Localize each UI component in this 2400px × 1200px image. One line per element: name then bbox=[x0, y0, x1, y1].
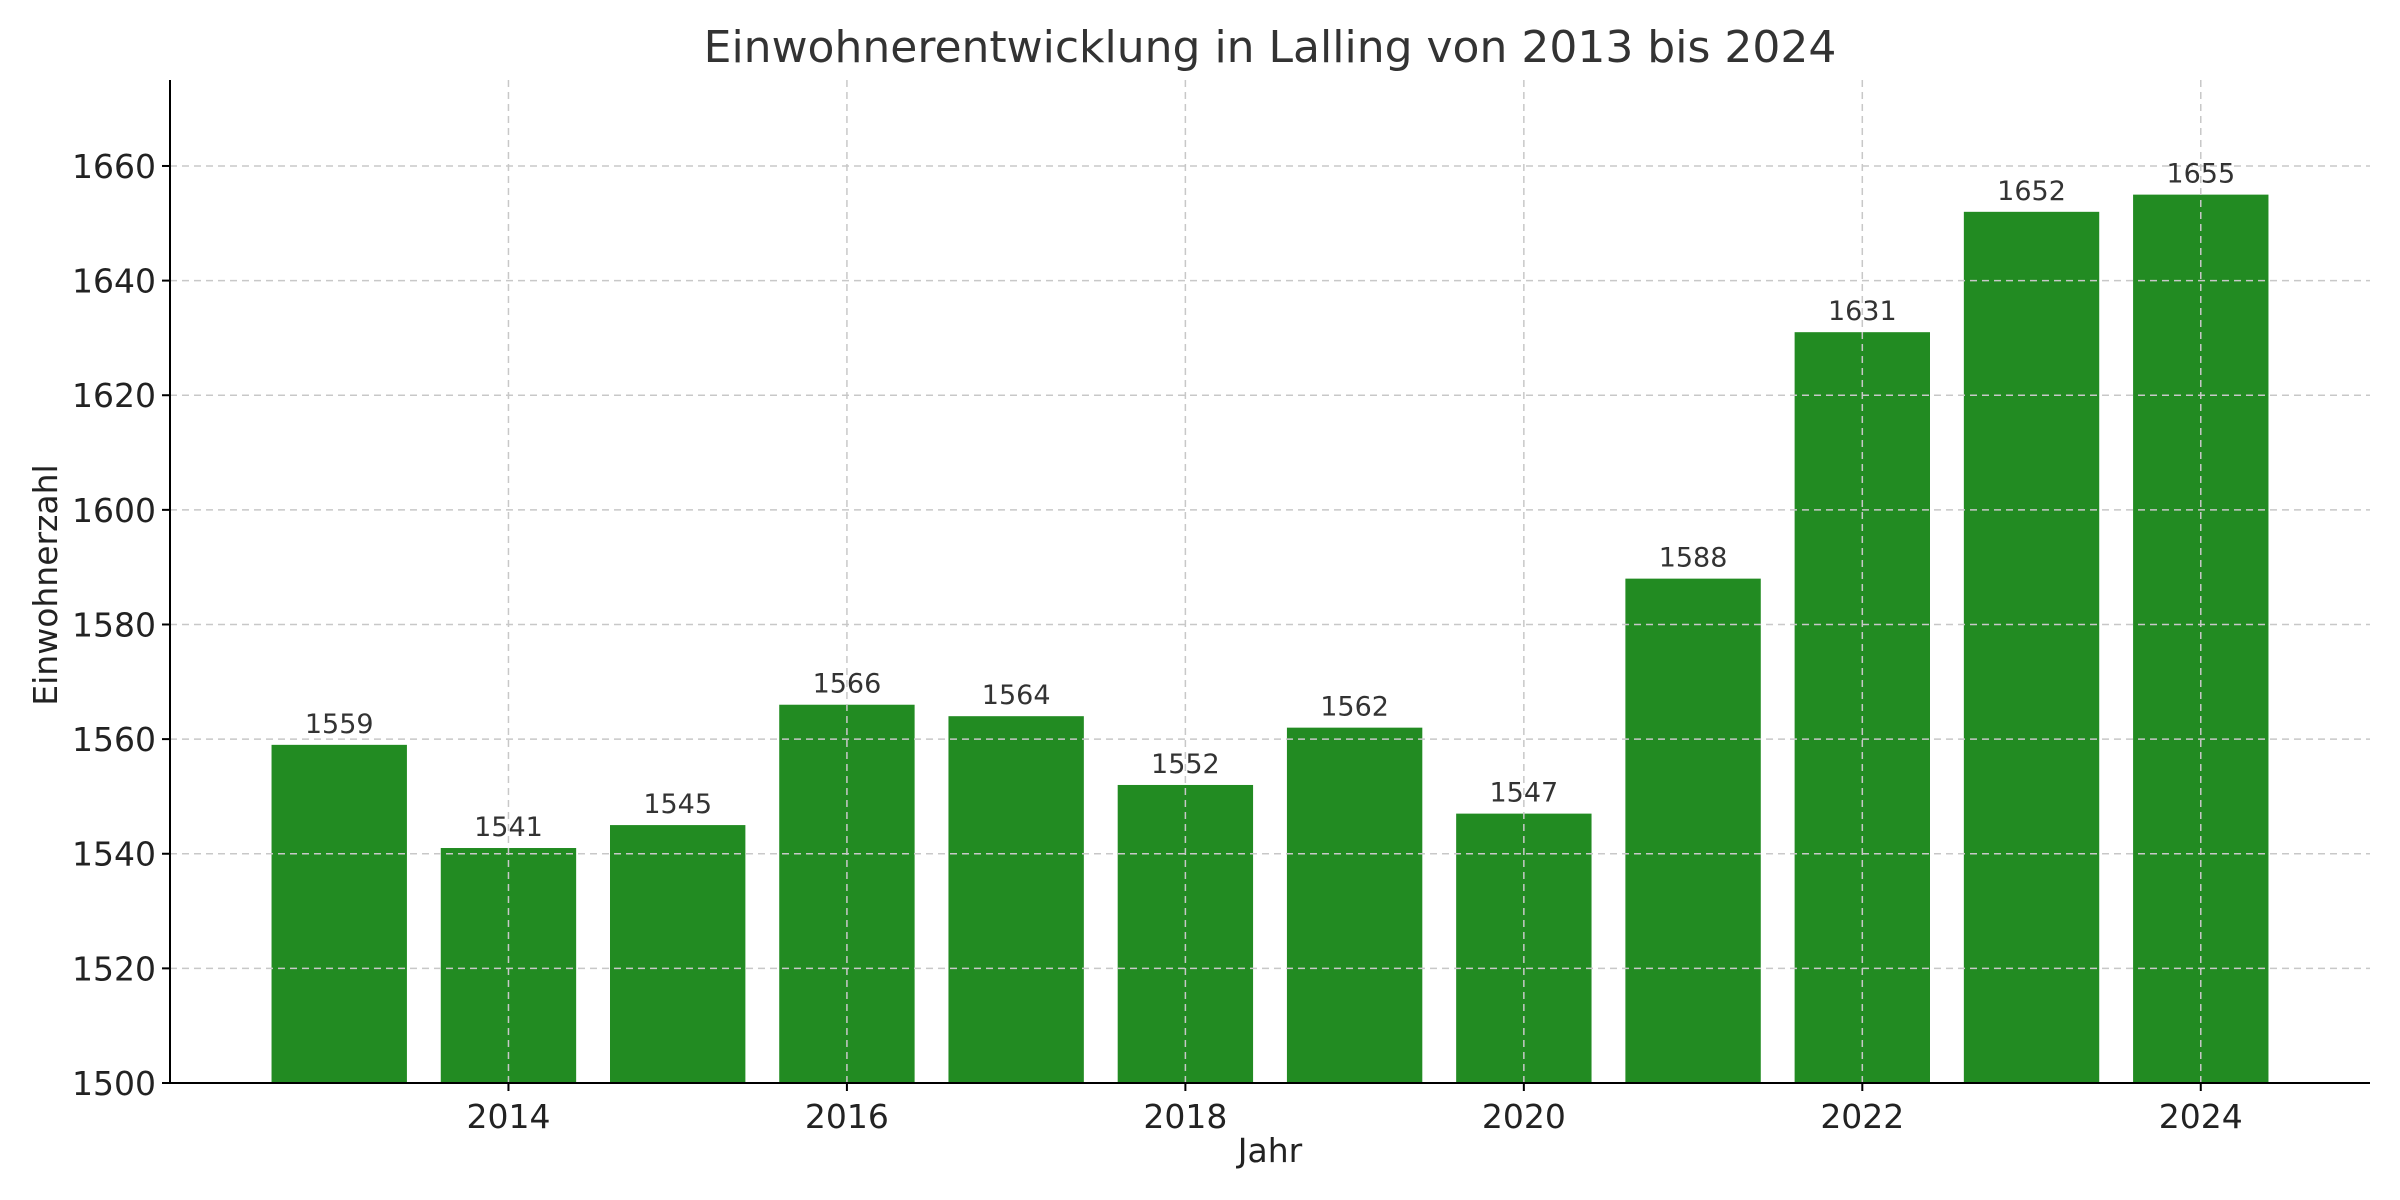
data-labels-layer: 1559 1541 1545 1566 1564 1552 1562 1547 1588 1631… bbox=[305, 159, 2235, 843]
data-label-2021: 1588 bbox=[1659, 543, 1728, 574]
bar-2019 bbox=[1286, 727, 1423, 1083]
bars-layer bbox=[170, 80, 2370, 1084]
data-label-2020: 1547 bbox=[1489, 778, 1558, 809]
data-label-2024: 1655 bbox=[2166, 159, 2235, 190]
x-axis-label: Jahr bbox=[1236, 1131, 1303, 1170]
x-tick-label-2022: 2022 bbox=[1820, 1097, 1904, 1136]
x-tick-label-2016: 2016 bbox=[805, 1097, 889, 1136]
bar-2017 bbox=[948, 716, 1084, 1083]
axes-layer bbox=[169, 80, 2370, 1084]
data-label-2015: 1545 bbox=[643, 789, 712, 820]
x-tick-label-2018: 2018 bbox=[1143, 1097, 1227, 1136]
x-tick-label-2024: 2024 bbox=[2159, 1097, 2243, 1136]
y-tick-label-1540: 1540 bbox=[72, 835, 156, 874]
x-tick-label-2020: 2020 bbox=[1482, 1097, 1566, 1136]
y-tick-label-1640: 1640 bbox=[72, 262, 156, 301]
data-label-2019: 1562 bbox=[1320, 692, 1389, 723]
data-label-2014: 1541 bbox=[474, 812, 543, 843]
data-label-2023: 1652 bbox=[1997, 176, 2066, 207]
data-label-2017: 1564 bbox=[982, 680, 1051, 711]
data-label-2013: 1559 bbox=[305, 709, 374, 740]
y-tick-label-1560: 1560 bbox=[72, 720, 156, 759]
bar-2014 bbox=[440, 848, 577, 1083]
ticks-layer: 1500 1520 1540 1560 1580 1600 1620 1640 1660 2014… bbox=[72, 147, 2243, 1136]
y-tick-label-1660: 1660 bbox=[72, 147, 156, 186]
bar-2015 bbox=[610, 825, 746, 1083]
chart-title: Einwohnerentwicklung in Lalling von 2013… bbox=[704, 22, 1837, 73]
bar-2021 bbox=[1625, 578, 1761, 1083]
bar-2023 bbox=[1963, 211, 2100, 1083]
y-tick-label-1580: 1580 bbox=[72, 605, 156, 644]
y-tick-label-1500: 1500 bbox=[72, 1064, 156, 1103]
data-label-2018: 1552 bbox=[1151, 749, 1220, 780]
bar-2016 bbox=[779, 704, 915, 1083]
y-tick-label-1520: 1520 bbox=[72, 949, 156, 988]
y-axis-label: Einwohnerzahl bbox=[26, 464, 65, 705]
y-tick-label-1620: 1620 bbox=[72, 376, 156, 415]
y-tick-label-1600: 1600 bbox=[72, 491, 156, 530]
bar-2013 bbox=[271, 744, 407, 1083]
data-label-2022: 1631 bbox=[1828, 296, 1897, 327]
x-tick-label-2014: 2014 bbox=[466, 1097, 550, 1136]
data-label-2016: 1566 bbox=[813, 669, 882, 700]
